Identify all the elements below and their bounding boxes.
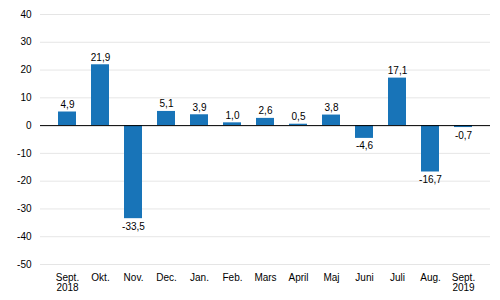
svg-text:5,1: 5,1 [160,98,174,109]
svg-text:-33,5: -33,5 [122,221,145,232]
svg-text:-40: -40 [17,231,32,242]
svg-text:20: 20 [20,64,32,75]
svg-text:2,6: 2,6 [259,105,273,116]
svg-text:3,9: 3,9 [193,102,207,113]
svg-text:-16,7: -16,7 [419,174,442,185]
svg-text:40: 40 [20,9,32,20]
svg-text:-4,6: -4,6 [356,140,374,151]
svg-text:-20: -20 [17,175,32,186]
svg-text:Maj: Maj [323,272,339,283]
svg-text:Aug.: Aug. [420,272,441,283]
svg-text:21,9: 21,9 [91,52,111,63]
svg-text:10: 10 [20,92,32,103]
svg-text:-50: -50 [17,259,32,270]
svg-text:30: 30 [20,36,32,47]
svg-text:Dec.: Dec. [156,272,177,283]
svg-text:4,9: 4,9 [61,99,75,110]
svg-text:Nov.: Nov. [124,272,144,283]
svg-text:0,5: 0,5 [292,111,306,122]
svg-text:Sept.2018: Sept.2018 [56,272,79,293]
svg-text:Okt.: Okt. [91,272,109,283]
svg-text:Jan.: Jan. [190,272,209,283]
svg-text:0: 0 [26,120,32,131]
svg-text:Sept.2019: Sept.2019 [452,272,475,293]
svg-text:-10: -10 [17,148,32,159]
svg-text:Feb.: Feb. [222,272,242,283]
svg-text:1,0: 1,0 [226,110,240,121]
svg-text:Juli: Juli [390,272,405,283]
svg-text:April: April [288,272,308,283]
svg-text:Mars: Mars [254,272,276,283]
svg-text:17,1: 17,1 [388,65,408,76]
svg-text:Juni: Juni [355,272,373,283]
svg-text:3,8: 3,8 [325,102,339,113]
svg-text:-0,7: -0,7 [455,130,473,141]
svg-text:-30: -30 [17,203,32,214]
